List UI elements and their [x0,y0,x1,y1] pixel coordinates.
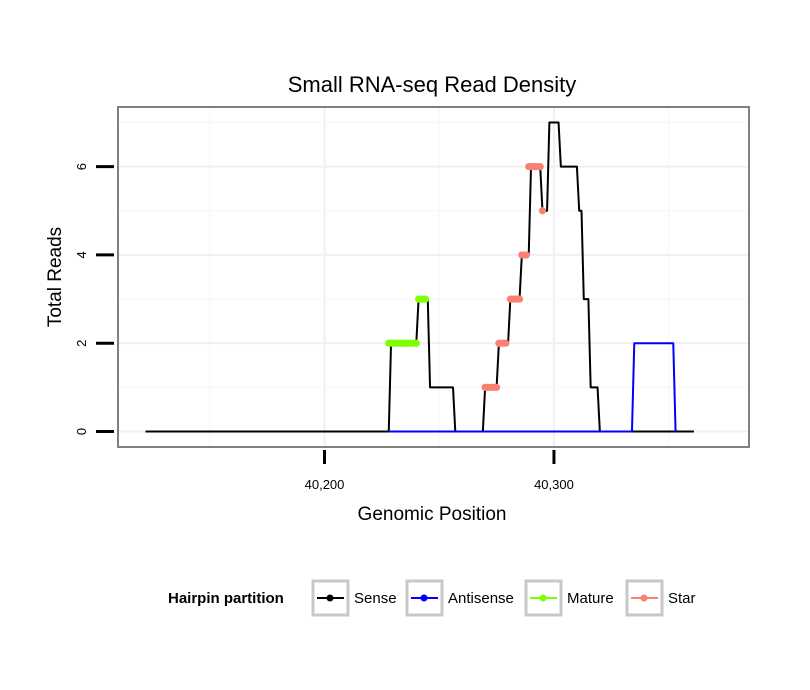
series-point-mature [421,295,430,303]
series-point-star [493,383,501,391]
y-tick-label: 4 [74,251,89,258]
y-tick-label: 0 [74,428,89,435]
legend-item-star: Star [625,579,696,617]
y-tick-label: 6 [74,163,89,170]
axes: 40,200 40,300 0 2 4 6 [74,163,574,492]
legend-label-sense: Sense [354,590,397,607]
series-point-mature [412,339,420,347]
legend-label-mature: Mature [567,590,614,607]
series-line-antisense [388,342,677,433]
y-axis-label: Total Reads [45,227,66,327]
y-tick-label: 2 [74,340,89,347]
series-layer [145,121,694,433]
legend-item-antisense: Antisense [405,579,514,617]
legend-key-dot [640,594,648,602]
legend-key-dot [539,594,547,602]
series-point-star [502,339,510,347]
series-point-star [538,207,547,215]
chart-title: Small RNA-seq Read Density [288,72,577,97]
series-point-star [536,163,544,171]
legend-key-dot [420,594,428,602]
series-point-star [515,295,524,303]
x-tick-label: 40,300 [534,477,574,492]
legend-item-mature: Mature [524,579,614,617]
x-tick-label: 40,200 [305,477,345,492]
legend-title: Hairpin partition [168,590,284,607]
legend-label-antisense: Antisense [448,590,514,607]
legend: Hairpin partition Sense Antisense Mature… [168,579,696,617]
plot-panel [117,106,750,448]
legend-item-sense: Sense [311,579,397,617]
legend-key-dot [326,594,334,602]
legend-label-star: Star [668,590,696,607]
x-axis-label: Genomic Position [358,504,507,525]
series-point-star [522,251,531,259]
